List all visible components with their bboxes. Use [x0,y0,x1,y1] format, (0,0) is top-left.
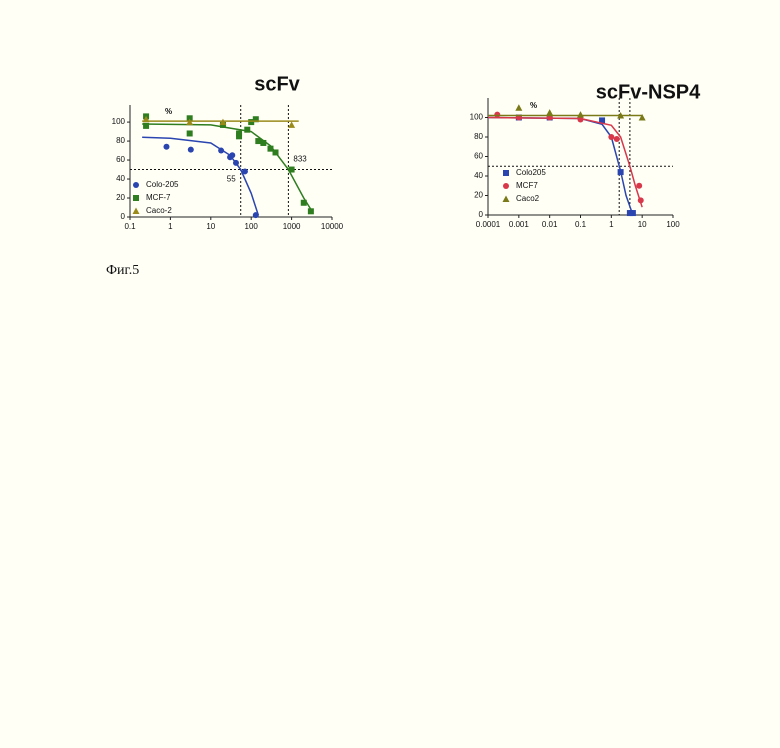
x-tick-label: 0.1 [575,220,587,229]
y-tick-label: 100 [470,113,484,122]
x-tick-label: 0.001 [509,220,530,229]
y-axis-label: % [530,101,537,110]
point [577,111,584,118]
point [236,133,242,139]
point [288,121,295,128]
x-tick-label: 0.01 [542,220,558,229]
point [638,197,644,203]
y-tick-label: 0 [479,210,484,219]
figure-caption: Фиг.5 [106,263,139,278]
x-tick-label: 1000 [283,222,301,231]
legend-label: Colo205 [516,168,546,177]
x-tick-label: 10 [206,222,215,231]
point [218,148,224,154]
point [614,136,620,142]
x-tick-label: 1 [168,222,173,231]
legend-marker [133,182,139,188]
y-tick-label: 20 [116,193,125,202]
y-tick-label: 40 [474,171,483,180]
annotation: 55 [227,175,236,184]
point [618,169,624,175]
legend-marker [503,196,510,203]
y-tick-label: 0 [121,212,126,221]
legend-label: Caco-2 [146,206,172,215]
point [301,200,307,206]
legend-marker [133,195,139,201]
point [188,147,194,153]
point [308,208,314,214]
x-tick-label: 100 [245,222,259,231]
y-tick-label: 60 [474,152,483,161]
point [229,152,235,158]
point [494,112,500,118]
point [253,212,259,218]
legend-marker [133,208,140,215]
point [289,167,295,173]
annotation: 833 [293,155,307,164]
legend-label: MCF7 [516,181,538,190]
x-tick-label: 0.1 [124,222,136,231]
x-tick-label: 10000 [321,222,344,231]
point [636,183,642,189]
x-tick-label: 100 [666,220,680,229]
point [163,144,169,150]
legend-label: Caco2 [516,194,540,203]
y-tick-label: 60 [116,155,125,164]
y-tick-label: 20 [474,191,483,200]
chart-title: scFv-NSP4 [596,81,701,103]
y-tick-label: 100 [112,117,126,126]
y-tick-label: 80 [116,136,125,145]
point [244,127,250,133]
x-tick-label: 10 [638,220,647,229]
legend-label: Colo-205 [146,180,179,189]
point [233,160,239,166]
point [630,210,636,216]
page: Фиг.5 scFv%0204060801000.111010010001000… [0,0,780,748]
legend-marker [503,170,509,176]
legend-marker [503,183,509,189]
point [187,130,193,136]
point [242,168,248,174]
legend-label: MCF-7 [146,193,171,202]
point [260,140,266,146]
y-tick-label: 40 [116,174,125,183]
x-tick-label: 1 [609,220,614,229]
point [515,104,522,111]
y-axis-label: % [165,107,172,116]
chart-title: scFv [254,73,300,95]
x-tick-label: 0.0001 [476,220,501,229]
y-tick-label: 80 [474,132,483,141]
point [273,149,279,155]
point [608,134,614,140]
point [143,123,149,129]
point [546,109,553,116]
fit-curve [142,137,258,215]
